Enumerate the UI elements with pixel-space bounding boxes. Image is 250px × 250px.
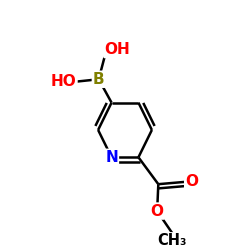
Text: OH: OH xyxy=(104,42,130,57)
Text: CH₃: CH₃ xyxy=(158,233,187,248)
Text: B: B xyxy=(93,72,104,87)
Text: N: N xyxy=(105,150,118,165)
Text: HO: HO xyxy=(51,74,76,89)
Text: O: O xyxy=(151,204,164,218)
Text: O: O xyxy=(185,174,198,189)
